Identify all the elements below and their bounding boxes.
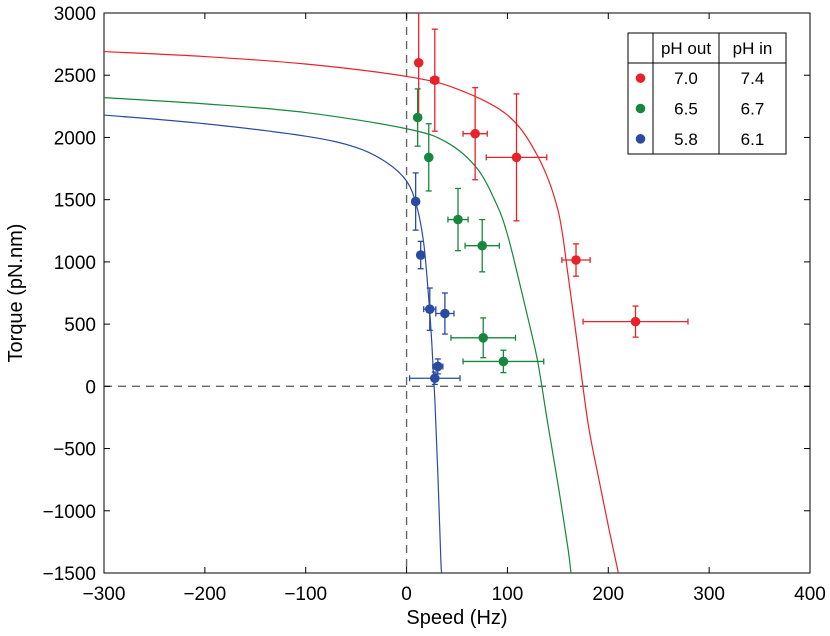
data-point	[410, 172, 421, 231]
point-marker	[453, 214, 463, 225]
point-marker	[424, 304, 435, 314]
y-tick-label: 2500	[54, 66, 96, 87]
y-tick-label: 2000	[54, 128, 96, 149]
reference-lines	[104, 13, 810, 573]
data-point	[462, 349, 545, 374]
point-marker	[470, 128, 480, 139]
x-tick-label: 300	[693, 584, 725, 605]
legend-marker	[635, 103, 646, 114]
x-tick-label: 0	[401, 584, 412, 605]
data-point	[430, 28, 440, 132]
data-point	[485, 93, 548, 222]
y-tick-label: 0	[85, 377, 96, 398]
y-tick-labels: −1500 −1000 −500 0 500 1000 1500 2000 2500 3000	[43, 4, 96, 585]
point-marker	[511, 152, 522, 163]
y-tick-label: −1500	[43, 564, 96, 585]
data-point	[582, 305, 689, 338]
legend-ph-in-value: 6.7	[741, 100, 765, 119]
point-marker	[413, 57, 424, 68]
data-point	[450, 317, 517, 359]
y-axis-title: Torque (pN.nm)	[5, 224, 27, 363]
point-marker	[430, 75, 440, 85]
point-marker	[423, 152, 434, 163]
x-tick-label: 200	[592, 584, 624, 605]
data-point	[408, 371, 461, 386]
point-marker	[415, 250, 426, 260]
legend-ph-in-value: 6.1	[741, 130, 765, 149]
legend-marker	[635, 134, 646, 144]
legend-box	[627, 32, 787, 155]
legend-header-ph-in: pH in	[733, 39, 773, 58]
data-point	[423, 123, 434, 192]
point-marker	[440, 308, 450, 319]
x-tick-label: −100	[284, 584, 327, 605]
x-axis-title: Speed (Hz)	[406, 607, 507, 629]
y-tick-label: 500	[64, 315, 96, 336]
point-marker	[410, 196, 421, 207]
x-tick-label: 100	[492, 584, 524, 605]
point-marker	[477, 240, 488, 251]
x-tick-labels: −300 −200 −100 0 100 200 300 400	[83, 584, 826, 605]
data-point	[415, 240, 426, 270]
point-marker	[498, 356, 509, 367]
legend-marker	[635, 73, 646, 83]
fit-curve-0	[104, 50, 619, 573]
legend: pH out pH in 7.0 7.4 6.5 6.7 5.8 6.1	[627, 32, 787, 155]
point-marker	[433, 361, 443, 372]
fit-curve-1	[104, 97, 572, 573]
y-tick-label: 3000	[54, 4, 96, 25]
point-marker	[630, 316, 641, 327]
legend-ph-out-value: 7.0	[674, 69, 698, 88]
x-tick-label: 400	[794, 584, 826, 605]
data-point	[447, 187, 469, 252]
y-tick-label: −1000	[43, 502, 96, 523]
data-point	[462, 87, 488, 181]
fit-curve-2	[104, 114, 443, 573]
x-tick-label: −200	[183, 584, 226, 605]
data-point	[561, 243, 591, 277]
data-points	[408, 13, 689, 386]
data-point	[435, 292, 455, 335]
legend-ph-in-value: 7.4	[741, 69, 765, 88]
fit-curves	[104, 50, 619, 573]
x-tick-label: −300	[83, 584, 126, 605]
point-marker	[478, 333, 489, 343]
point-marker	[412, 112, 423, 123]
data-point	[412, 88, 423, 147]
legend-ph-out-value: 6.5	[674, 100, 698, 119]
legend-header-ph-out: pH out	[661, 39, 711, 58]
y-tick-label: −500	[53, 440, 96, 461]
data-point	[464, 218, 501, 273]
point-marker	[430, 373, 440, 384]
axis-ticks	[103, 12, 811, 574]
legend-ph-out-value: 5.8	[674, 130, 698, 149]
y-tick-label: 1000	[54, 253, 96, 274]
point-marker	[571, 255, 581, 265]
y-tick-label: 1500	[54, 191, 96, 212]
data-point	[423, 287, 437, 331]
